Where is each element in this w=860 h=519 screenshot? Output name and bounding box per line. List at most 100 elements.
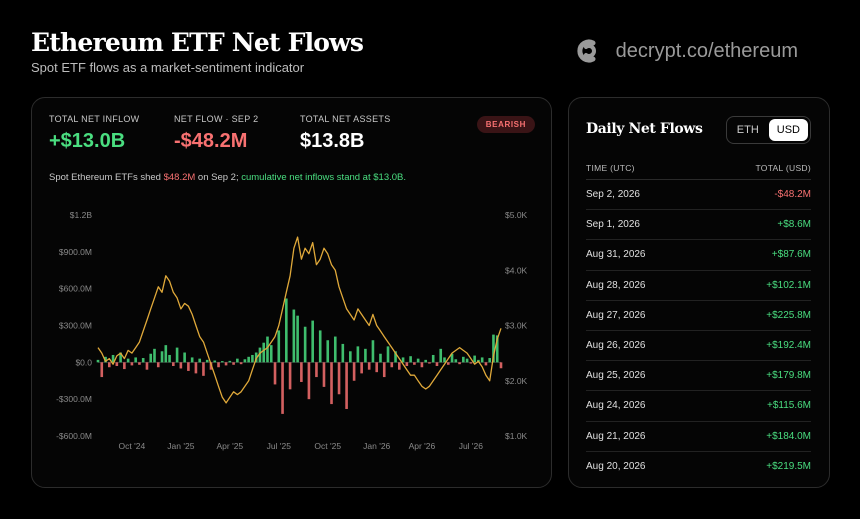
note-prefix: Spot Ethereum ETFs shed xyxy=(49,172,164,183)
flow-bar xyxy=(360,362,363,374)
x-axis-tick: Jul '26 xyxy=(459,441,484,451)
right-axis-tick: $1.0K xyxy=(505,431,528,441)
flow-bar xyxy=(371,340,375,363)
flow-bar xyxy=(450,353,454,363)
flow-bar xyxy=(318,330,322,363)
flow-bar xyxy=(401,357,405,363)
flow-bar xyxy=(288,362,292,390)
price-line xyxy=(97,236,502,404)
flow-bar xyxy=(183,352,186,363)
right-axis-tick: $5.0K xyxy=(505,210,528,220)
flow-bar xyxy=(277,330,281,363)
toggle-eth[interactable]: ETH xyxy=(736,124,759,136)
stat-value: -$48.2M xyxy=(174,130,248,152)
flow-bar xyxy=(375,362,379,373)
flow-bar xyxy=(341,343,345,363)
stat-total-assets: TOTAL NET ASSETS $13.8B xyxy=(300,114,391,153)
flow-bar xyxy=(315,362,318,378)
flow-bar xyxy=(469,362,473,364)
flow-bar xyxy=(462,356,465,363)
row-date: Sep 1, 2026 xyxy=(586,219,640,231)
page-title: Ethereum ETF Net Flows xyxy=(31,28,364,57)
flow-bar xyxy=(134,357,137,363)
flow-bar xyxy=(123,362,126,370)
flow-chart: $1.2B $900.0M $600.0M $300.0M $0.0 -$300.0M -$… xyxy=(56,210,528,451)
row-date: Aug 27, 2026 xyxy=(586,309,646,321)
row-value: +$115.6M xyxy=(766,400,811,412)
left-axis-tick: $300.0M xyxy=(59,321,92,331)
flow-bar xyxy=(367,362,371,370)
table-row: Aug 26, 2026 +$192.4M xyxy=(586,329,811,360)
flow-bar xyxy=(254,352,258,363)
flow-bar xyxy=(281,362,284,414)
brand[interactable]: decrypt.co/ethereum xyxy=(574,38,798,64)
row-value: +$8.6M xyxy=(777,219,811,231)
stat-label: TOTAL NET ASSETS xyxy=(300,114,391,124)
flow-bar xyxy=(153,348,156,363)
flow-bar xyxy=(175,347,179,363)
flow-bar xyxy=(454,359,458,363)
flow-bar xyxy=(130,362,134,366)
row-value: +$87.6M xyxy=(771,249,811,261)
right-axis-tick: $4.0K xyxy=(505,265,528,275)
stat-label: NET FLOW · SEP 2 xyxy=(174,114,259,124)
row-value: +$184.0M xyxy=(766,430,811,442)
flow-bar xyxy=(499,362,503,369)
flow-bar xyxy=(322,362,326,387)
chart-card: $1.2B $900.0M $600.0M $300.0M $0.0 -$300.0M -$… xyxy=(31,97,552,488)
x-axis-tick: Oct '24 xyxy=(119,441,146,451)
note-cumulative: cumulative net inflows stand at $13.0B. xyxy=(241,172,406,183)
flow-bar xyxy=(435,362,439,367)
note-middle: on Sep 2; xyxy=(195,172,242,183)
left-axis-tick: $0.0 xyxy=(75,357,92,367)
flow-bar xyxy=(484,362,488,366)
flow-bar xyxy=(145,362,149,370)
flow-bar xyxy=(187,362,190,371)
sentiment-badge: BEARISH xyxy=(476,116,535,133)
toggle-usd[interactable]: USD xyxy=(768,119,808,141)
row-date: Aug 25, 2026 xyxy=(586,370,646,382)
row-value: +$225.8M xyxy=(766,309,811,321)
summary-note: Spot Ethereum ETFs shed $48.2M on Sep 2;… xyxy=(49,172,406,183)
flow-bar xyxy=(492,334,495,363)
flow-bar xyxy=(202,362,205,376)
flow-bar xyxy=(424,359,427,363)
row-date: Aug 28, 2026 xyxy=(586,279,646,291)
flow-bar xyxy=(269,345,273,363)
flow-bar xyxy=(307,362,311,400)
col-total: TOTAL (USD) xyxy=(755,163,811,173)
flow-bar xyxy=(413,362,416,365)
flow-bar xyxy=(164,345,168,363)
table-row: Aug 20, 2026 +$219.5M xyxy=(586,450,811,481)
flow-bar xyxy=(364,348,367,363)
flow-bar xyxy=(96,359,100,363)
flow-bar xyxy=(258,347,262,363)
flow-bar xyxy=(194,362,198,374)
flow-bar xyxy=(220,361,224,363)
flow-bar xyxy=(326,340,330,363)
flow-bar xyxy=(213,360,217,363)
flow-bar xyxy=(251,354,254,363)
flow-bar xyxy=(333,336,337,363)
table-row: Sep 2, 2026 -$48.2M xyxy=(586,179,811,209)
row-date: Aug 21, 2026 xyxy=(586,430,646,442)
flow-bar xyxy=(428,362,431,364)
stat-net-flow: NET FLOW · SEP 2 -$48.2M xyxy=(174,114,259,153)
row-date: Aug 26, 2026 xyxy=(586,340,646,352)
flow-bar xyxy=(126,358,130,363)
stat-label: TOTAL NET INFLOW xyxy=(49,114,140,124)
flow-bar xyxy=(198,358,201,363)
flow-bar xyxy=(273,362,277,385)
flow-bar xyxy=(495,335,499,363)
flow-bar xyxy=(330,362,333,405)
flow-bar xyxy=(247,356,250,363)
row-value: -$48.2M xyxy=(774,189,811,201)
flow-bar xyxy=(379,353,382,363)
flow-bar xyxy=(296,315,299,363)
flow-bar xyxy=(224,362,228,366)
flow-bar xyxy=(394,351,397,363)
flow-bar xyxy=(405,362,409,367)
flow-bar xyxy=(243,359,247,363)
row-date: Aug 31, 2026 xyxy=(586,249,646,261)
flow-bar xyxy=(390,362,394,368)
